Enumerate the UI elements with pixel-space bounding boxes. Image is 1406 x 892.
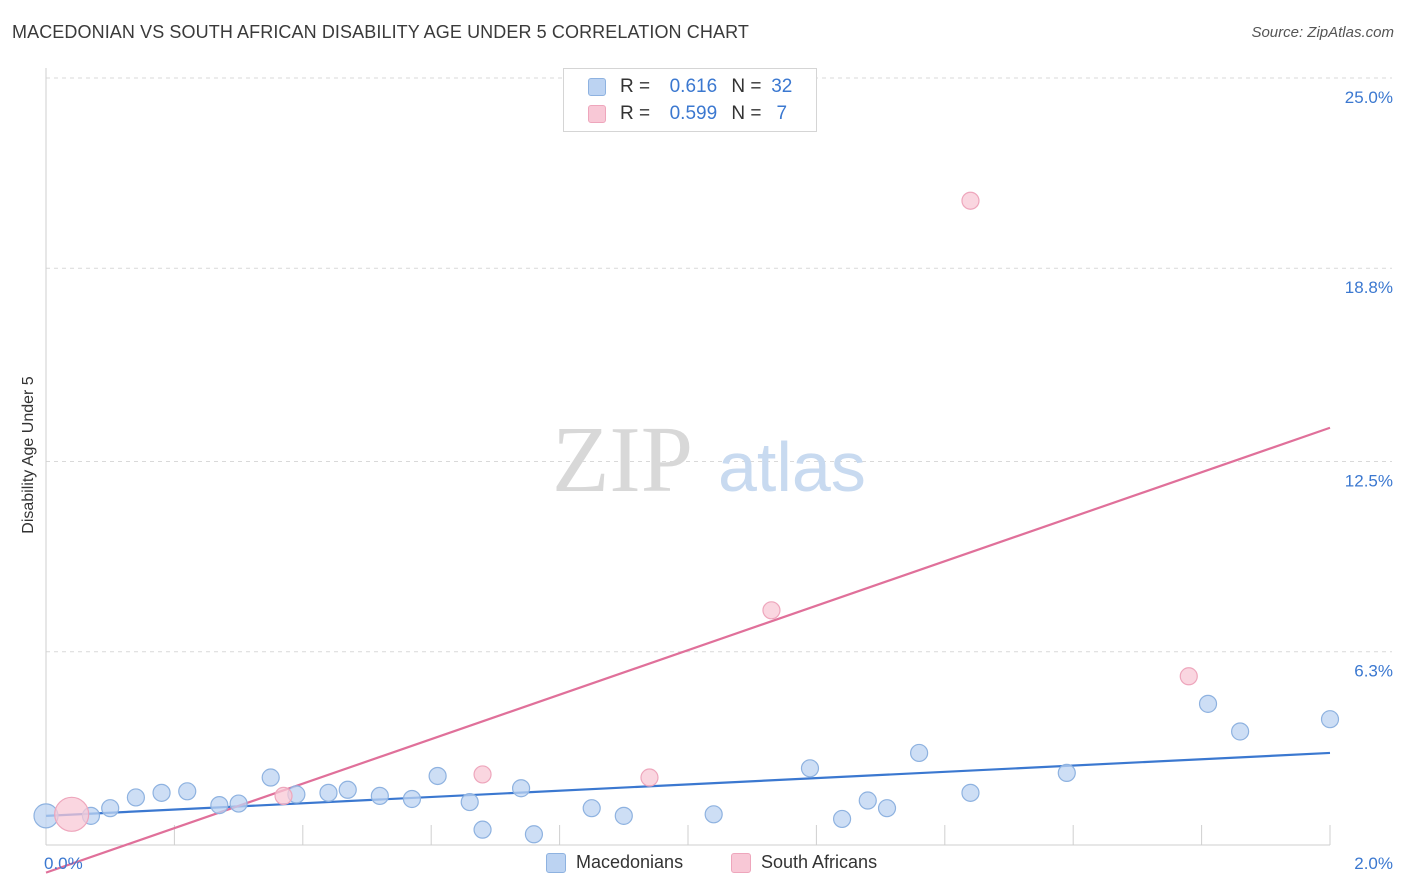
x-tick-label: 2.0% <box>1354 854 1393 873</box>
y-axis-label: Disability Age Under 5 <box>20 376 37 534</box>
stats-r-label: R = <box>620 103 651 124</box>
point-south-africans <box>1179 667 1198 686</box>
watermark: ZIP atlas <box>552 408 866 512</box>
legend-swatch-pink <box>731 852 751 873</box>
point-macedonians <box>261 768 280 787</box>
stats-row-south-africans: R = 0.599 N = 7 <box>588 101 797 127</box>
stats-row-macedonians: R = 0.616 N = 32 <box>588 74 797 100</box>
stats-r-label: R = <box>620 76 651 97</box>
x-tick-labels: 0.0% 2.0% <box>44 854 1393 873</box>
y-tick-labels: 6.3% 12.5% 18.8% 25.0% <box>1345 88 1393 681</box>
point-macedonians <box>961 783 980 802</box>
point-macedonians <box>832 809 852 829</box>
point-south-africans <box>762 601 781 620</box>
point-macedonians <box>152 783 171 802</box>
point-macedonians <box>858 791 877 810</box>
y-tick-label: 12.5% <box>1345 472 1393 491</box>
stats-r-value: 0.616 <box>669 76 718 97</box>
legend-macedonians[interactable]: Macedonians <box>546 852 683 873</box>
stats-n-value: 32 <box>771 76 793 97</box>
point-macedonians <box>126 788 145 807</box>
point-south-africans <box>54 796 90 832</box>
point-macedonians <box>319 783 338 802</box>
y-tick-label: 6.3% <box>1354 662 1393 681</box>
trend-line-south-africans <box>45 426 1331 874</box>
data-points <box>33 191 1340 844</box>
axes <box>45 68 1331 846</box>
legend-label-macedonians: Macedonians <box>576 852 684 872</box>
point-macedonians <box>910 743 929 763</box>
point-macedonians <box>511 779 531 798</box>
legend-label-south-africans: South Africans <box>761 852 878 872</box>
point-macedonians <box>1198 694 1218 713</box>
legend-swatch-blue <box>546 852 566 873</box>
point-macedonians <box>877 799 897 818</box>
point-macedonians <box>210 796 229 815</box>
y-tick-label: 18.8% <box>1345 278 1393 297</box>
point-macedonians <box>473 820 492 839</box>
stats-box: R = 0.616 N = 32 R = 0.599 N = 7 <box>563 68 817 132</box>
point-macedonians <box>370 786 389 806</box>
stats-r-value: 0.599 <box>669 103 718 124</box>
point-macedonians <box>428 766 447 786</box>
stats-n-value: 7 <box>776 103 788 124</box>
point-macedonians <box>800 759 820 778</box>
point-south-africans <box>640 768 659 787</box>
stats-swatch-pink <box>588 105 606 123</box>
point-south-africans <box>473 765 492 784</box>
gridlines <box>46 77 1392 653</box>
trend-lines <box>45 426 1331 874</box>
point-macedonians <box>1231 722 1250 741</box>
stats-n-label: N = <box>731 76 762 97</box>
watermark-zip: ZIP <box>552 408 693 512</box>
point-south-africans <box>961 191 980 210</box>
legend-south-africans[interactable]: South Africans <box>731 852 877 873</box>
point-macedonians <box>229 794 248 813</box>
x-tick-label: 0.0% <box>44 854 83 873</box>
watermark-atlas: atlas <box>718 428 866 506</box>
point-macedonians <box>178 782 197 801</box>
point-macedonians <box>1320 710 1340 729</box>
point-macedonians <box>524 825 544 844</box>
point-macedonians <box>582 799 601 818</box>
point-macedonians <box>338 780 357 799</box>
y-tick-label: 25.0% <box>1345 88 1393 107</box>
source-label: Source: ZipAtlas.com <box>1251 24 1394 41</box>
point-macedonians <box>101 799 120 818</box>
chart-title: MACEDONIAN VS SOUTH AFRICAN DISABILITY A… <box>12 22 749 42</box>
point-south-africans <box>274 786 293 806</box>
trend-line-macedonians <box>45 751 1331 817</box>
stats-swatch-blue <box>588 78 606 96</box>
point-macedonians <box>614 806 633 825</box>
point-macedonians <box>460 792 479 812</box>
stats-n-label: N = <box>731 103 762 124</box>
point-macedonians <box>402 789 422 809</box>
point-macedonians <box>704 805 723 824</box>
point-macedonians <box>1057 763 1076 783</box>
